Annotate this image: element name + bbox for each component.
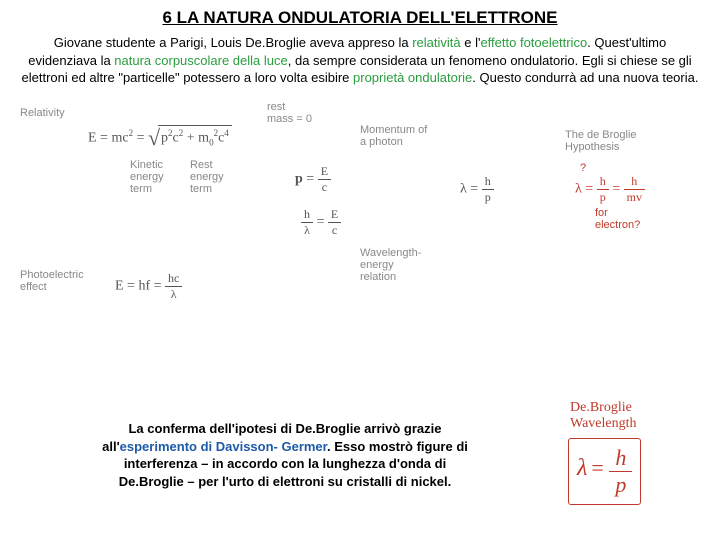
box-num: h — [609, 445, 632, 472]
eq4: = — [470, 181, 481, 196]
formula-lhp: λ = h p — [460, 174, 494, 205]
frac-hl: h λ — [301, 207, 313, 238]
frac-hmv: h mv — [624, 174, 645, 205]
p: p — [161, 130, 168, 145]
den-l: λ — [301, 223, 313, 238]
eq3: = — [317, 214, 328, 229]
frac-hp: h p — [482, 174, 494, 205]
m0: m — [198, 130, 209, 145]
box-den: p — [609, 472, 632, 498]
label-restmass: rest mass = 0 — [267, 101, 312, 125]
frac-ec: E c — [318, 164, 331, 195]
c4-sup: 4 — [224, 128, 229, 138]
label-wavelength: Wavelength- energy relation — [360, 247, 421, 283]
label-kinetic: Kinetic energy term — [130, 159, 164, 195]
formula-p-ec: p = E c — [295, 164, 331, 195]
den-p: p — [482, 190, 494, 205]
frac-ec2: E c — [328, 207, 341, 238]
con-t2: . Esso mostrò — [327, 439, 417, 454]
lambda1: λ — [460, 181, 467, 196]
num-h4: h — [624, 174, 645, 190]
label-restenergy: Rest energy term — [190, 159, 224, 195]
den-c: c — [318, 180, 331, 195]
den-c2: c — [328, 223, 341, 238]
label-debroglie-wavelength: De.Broglie Wavelength — [570, 400, 637, 432]
label-photoelectric: Photoelectric effect — [20, 269, 84, 293]
num-h: h — [301, 207, 313, 223]
lambda2: λ — [575, 181, 582, 196]
con-b1: esperimento di Davisson- Germer — [120, 439, 327, 454]
box-eq: = — [591, 455, 609, 480]
num-E: E — [318, 164, 331, 180]
label-debroglie-hyp: The de Broglie Hypothesis — [565, 129, 637, 153]
eq1: = — [137, 130, 148, 145]
num-h2: h — [482, 174, 494, 190]
m0-sub: 0 — [209, 137, 214, 147]
frac-hcl: hc λ — [165, 271, 182, 302]
num-h3: h — [597, 174, 609, 190]
intro-g3: natura corpuscolare della luce — [114, 53, 287, 68]
frac-hp-red: h p — [597, 174, 609, 205]
den-mv: mv — [624, 190, 645, 205]
emc2-sup: 2 — [129, 128, 134, 138]
intro-t1: Giovane studente a Parigi, Louis De.Brog… — [54, 35, 412, 50]
num-E2: E — [328, 207, 341, 223]
page-title: 6 LA NATURA ONDULATORIA DELL'ELETTRONE — [20, 8, 700, 28]
p-bold: p — [295, 171, 303, 186]
den-l2: λ — [165, 287, 182, 302]
label-for-electron: for electron? — [595, 207, 640, 231]
eq5: = — [585, 181, 596, 196]
ehf-text: E = hf — [115, 278, 150, 293]
intro-paragraph: Giovane studente a Parigi, Louis De.Brog… — [20, 34, 700, 87]
sqrt-content: p2c2 + m02c4 — [158, 125, 232, 147]
eq6: = — [612, 181, 623, 196]
formula-ehf: E = hf = hc λ — [115, 271, 182, 302]
intro-g1: relatività — [412, 35, 460, 50]
emc2-text: E = mc — [88, 130, 129, 145]
box-lambda: λ — [577, 455, 587, 481]
conclusion-paragraph: La conferma dell'ipotesi di De.Broglie a… — [90, 420, 480, 490]
intro-g2: effetto fotoelettrico — [480, 35, 587, 50]
intro-t5: . Questo condurrà ad una nuova teoria. — [472, 70, 698, 85]
intro-g4: proprietà ondulatorie — [353, 70, 472, 85]
debroglie-box: λ = h p — [568, 438, 641, 505]
formula-emc2: E = mc2 = √ p2c2 + m02c4 — [88, 125, 232, 152]
label-relativity: Relativity — [20, 107, 65, 119]
formula-hl-ec: h λ = E c — [301, 207, 341, 238]
plus: + — [183, 130, 198, 145]
den-p2: p — [597, 190, 609, 205]
formula-area: Relativity E = mc2 = √ p2c2 + m02c4 rest… — [20, 99, 700, 379]
eq2: = — [306, 171, 317, 186]
num-hc: hc — [165, 271, 182, 287]
label-momentum: Momentum of a photon — [360, 124, 427, 148]
qmark-top: ? — [580, 162, 586, 174]
intro-t2: e l' — [461, 35, 481, 50]
eq7: = — [154, 278, 165, 293]
formula-lhp-red: λ = h p = h mv — [575, 174, 645, 205]
box-frac: h p — [609, 445, 632, 498]
